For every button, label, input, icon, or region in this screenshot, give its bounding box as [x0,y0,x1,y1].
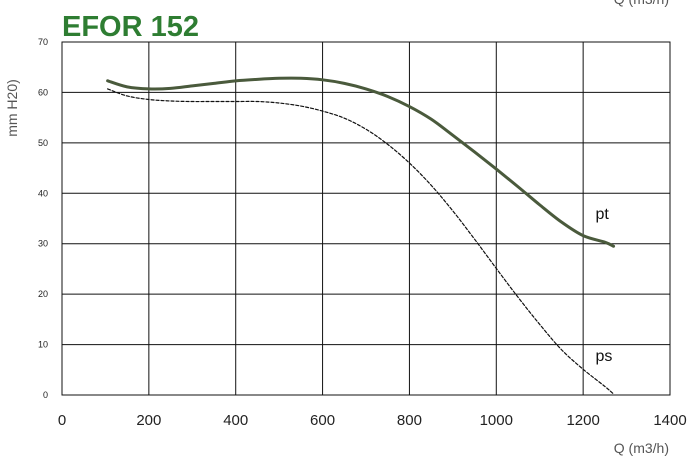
y-tick-label: 50 [38,138,48,148]
x-axis-label-top: Q (m3/h) [614,0,669,7]
y-axis-label: mm H20) [4,79,20,137]
x-tick-label: 1400 [653,412,686,429]
y-tick-label: 10 [38,340,48,350]
x-tick-label: 200 [136,412,161,429]
chart-title: EFOR 152 [62,11,199,43]
series-line-ps [107,88,615,395]
y-tick-label: 30 [38,239,48,249]
series-label-ps: ps [596,348,613,365]
x-axis-label: Q (m3/h) [614,440,669,456]
x-tick-label: 1000 [480,412,513,429]
x-tick-label: 400 [223,412,248,429]
series: pt ps [106,76,616,395]
x-tick-label: 0 [58,412,66,429]
x-tick-label: 600 [310,412,335,429]
axes: 0 200 400 600 800 1000 1200 1400 0 10 20 30 40 50 60 70 [38,37,687,429]
x-tick-label: 1200 [566,412,599,429]
y-tick-label: 20 [38,289,48,299]
grid [61,41,671,396]
x-tick-label: 800 [397,412,422,429]
y-tick-label: 60 [38,87,48,97]
y-tick-label: 70 [38,37,48,47]
series-label-pt: pt [596,206,610,223]
plot-frame [61,41,671,396]
y-tick-label: 0 [43,390,48,400]
y-tick-label: 40 [38,188,48,198]
series-line-pt [106,76,616,248]
